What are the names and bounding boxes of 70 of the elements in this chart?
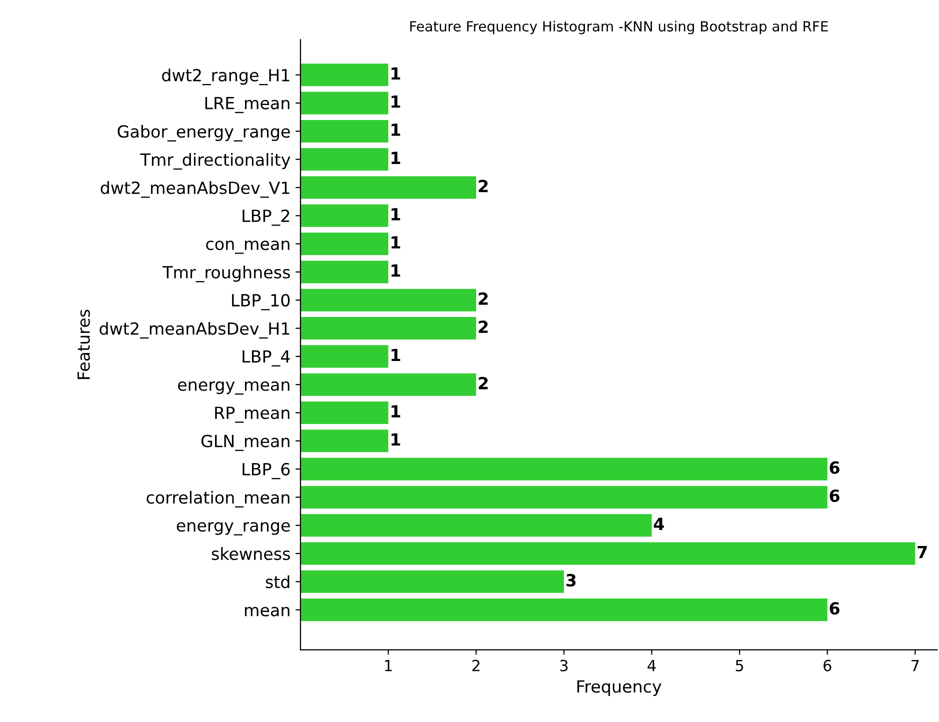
chart-title: Feature Frequency Histogram -KNN using Bootstrap and RFE (410, 20, 828, 34)
bar (300, 458, 828, 480)
x-tick-label: 4 (648, 660, 656, 672)
bar (300, 486, 828, 508)
data-label: 4 (654, 518, 664, 530)
data-label: 1 (392, 433, 400, 446)
y-tick-label: dwt2_range_H1 (162, 68, 290, 86)
y-tick-label: dwt2_meanAbsDev_H1 (100, 322, 290, 339)
y-tick-label: Tmr_roughness (162, 266, 290, 282)
data-label: 7 (918, 546, 927, 558)
data-label: 6 (830, 602, 840, 615)
bar (300, 92, 388, 114)
data-label: 1 (392, 124, 400, 136)
bar (300, 570, 564, 593)
bar (300, 542, 916, 565)
y-tick-label: LRE_mean (205, 97, 290, 114)
data-label: 2 (478, 180, 488, 192)
bar (300, 317, 476, 340)
bar (300, 120, 388, 142)
y-tick-label: Gabor_energy_range (118, 124, 290, 142)
x-tick-label: 6 (824, 660, 832, 672)
y-tick-label: Tmr_directionality (140, 153, 290, 170)
bar (300, 598, 828, 622)
data-label: 1 (392, 152, 400, 164)
data-label: 1 (392, 208, 400, 220)
y-tick-label: correlation_mean (146, 490, 290, 508)
data-label: 2 (478, 320, 488, 333)
data-label: 1 (392, 67, 400, 80)
y-tick-label: RP_mean (215, 406, 290, 423)
bar (300, 232, 388, 256)
y-tick-label: mean (245, 606, 290, 616)
bar (300, 288, 476, 312)
bar (300, 514, 652, 537)
y-tick-label: LBP_2 (242, 209, 290, 226)
y-tick-label: dwt2_meanAbsDev_V1 (100, 181, 290, 198)
y-tick-label: LBP_10 (232, 294, 290, 310)
y-tick-label: con_mean (206, 240, 290, 254)
y-tick-label: energy_range (176, 522, 290, 536)
bar (300, 345, 388, 368)
bar (300, 176, 476, 199)
y-tick-label: skewness (212, 547, 290, 560)
data-label: 6 (830, 461, 840, 474)
x-tick-label: 5 (736, 660, 744, 672)
data-label: 2 (478, 376, 488, 390)
x-tick-label: 2 (472, 660, 480, 672)
x-tick-label: 3 (560, 660, 568, 672)
bar (300, 430, 388, 452)
data-label: 1 (392, 96, 400, 108)
y-tick-label: energy_mean (178, 381, 290, 395)
x-tick-label: 7 (912, 660, 919, 672)
y-tick-label: LBP_6 (242, 462, 290, 480)
bar (300, 148, 388, 171)
y-axis-title: Features (78, 310, 90, 379)
data-label: 6 (830, 489, 840, 502)
data-label: 1 (392, 264, 400, 277)
y-tick-label: std (266, 575, 290, 588)
bar (300, 401, 388, 424)
bar (300, 260, 388, 284)
data-label: 1 (392, 236, 400, 248)
data-label: 1 (392, 348, 400, 362)
bar (300, 204, 388, 227)
data-label: 2 (478, 292, 488, 305)
x-axis-title: Frequency (577, 680, 662, 696)
bar (300, 64, 388, 86)
x-tick-label: 1 (385, 660, 392, 672)
data-label: 1 (392, 405, 400, 418)
y-tick-label: LBP_4 (242, 350, 290, 366)
data-label: 3 (566, 574, 576, 587)
y-tick-label: GLN_mean (201, 434, 290, 452)
bar (300, 373, 476, 396)
